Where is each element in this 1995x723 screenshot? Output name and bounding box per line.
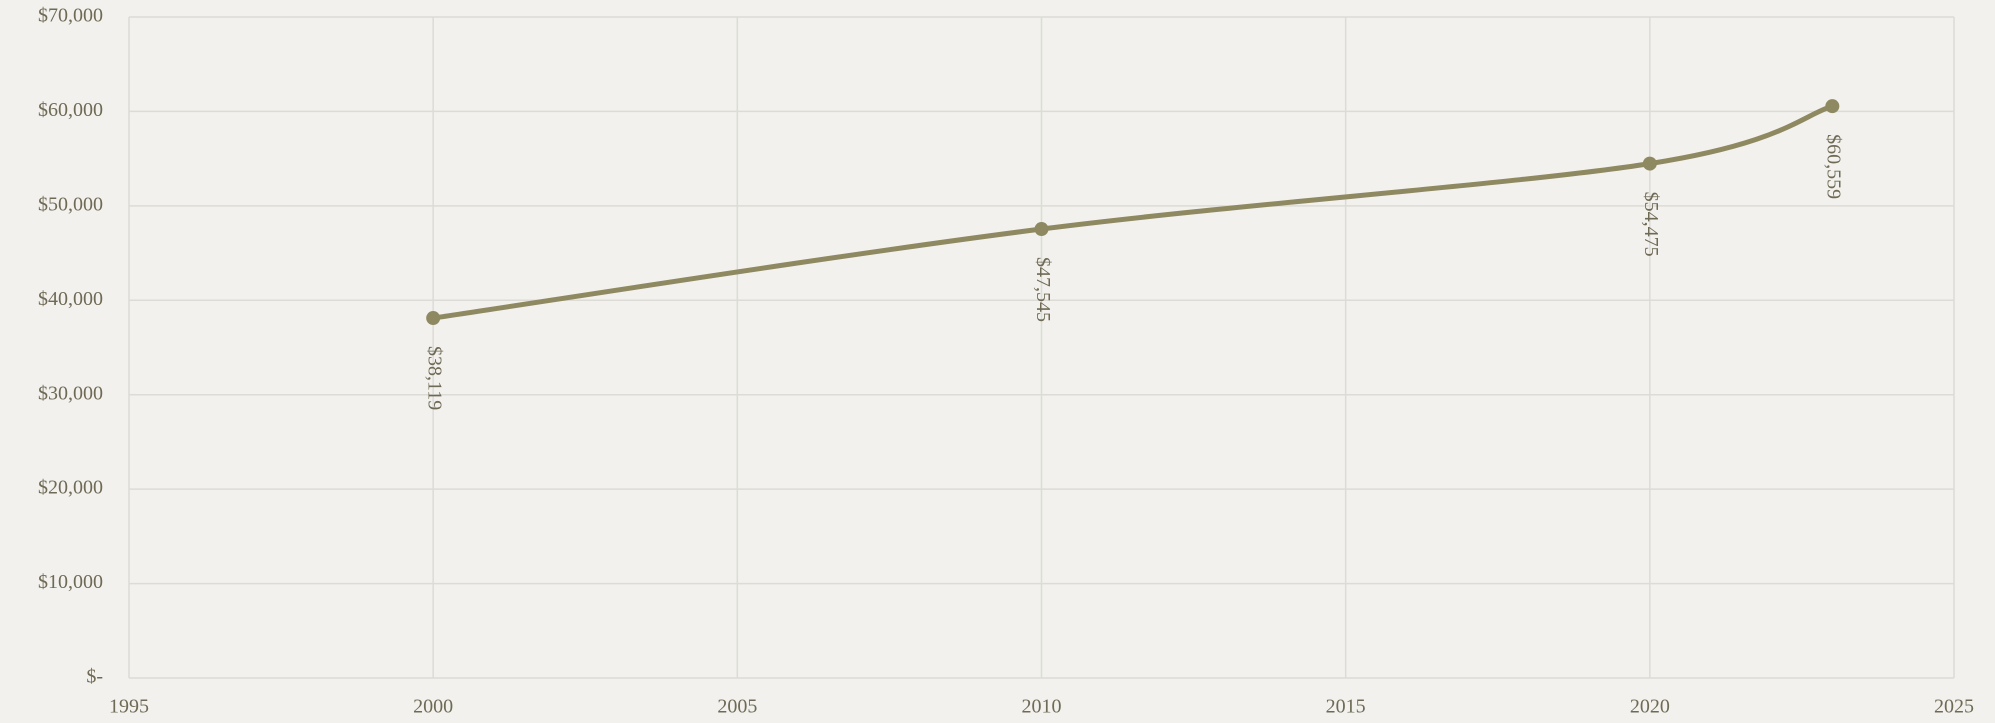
- y-tick-label: $50,000: [38, 193, 103, 215]
- data-label: $60,559: [1823, 134, 1845, 199]
- x-tick-label: 2025: [1934, 696, 1974, 718]
- x-tick-label: 2000: [413, 696, 453, 718]
- y-tick-label: $40,000: [38, 288, 103, 310]
- x-tick-label: 2015: [1326, 696, 1366, 718]
- marker: [1825, 99, 1840, 114]
- marker: [1642, 156, 1657, 171]
- data-label: $47,545: [1032, 257, 1054, 322]
- y-tick-label: $30,000: [38, 382, 103, 404]
- x-tick-label: 2020: [1630, 696, 1670, 718]
- x-tick-label: 2005: [717, 696, 757, 718]
- data-label: $38,119: [424, 346, 446, 410]
- marker: [426, 311, 441, 326]
- data-label: $54,475: [1640, 192, 1662, 257]
- y-tick-label: $10,000: [38, 571, 103, 593]
- marker: [1034, 222, 1049, 237]
- y-tick-label: $70,000: [38, 5, 103, 27]
- y-tick-label: $20,000: [38, 477, 103, 499]
- x-tick-label: 1995: [109, 696, 149, 718]
- line: [430, 103, 1835, 321]
- y-tick-label: $-: [86, 666, 103, 688]
- x-tick-label: 2010: [1022, 696, 1062, 718]
- y-tick-label: $60,000: [38, 99, 103, 121]
